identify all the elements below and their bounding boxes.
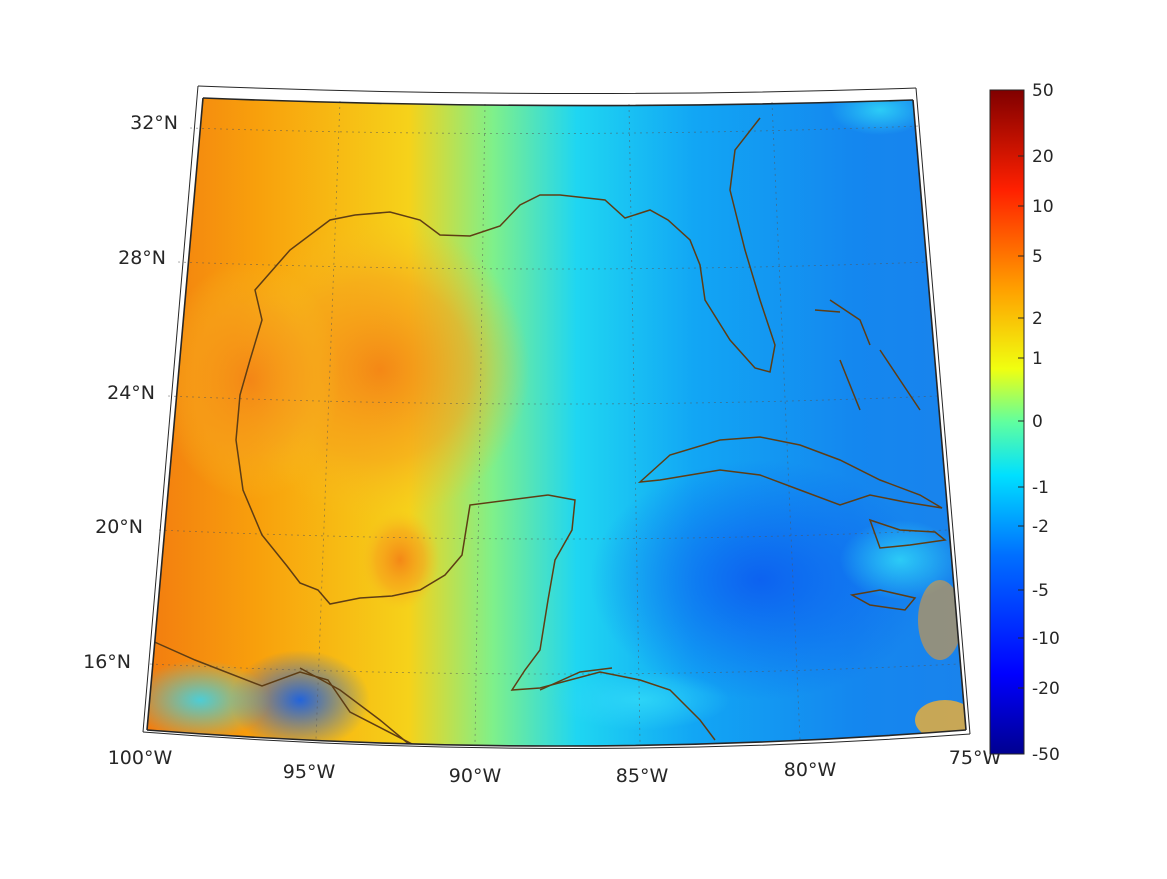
lat-label: 24°N — [107, 382, 155, 404]
cuba-coast — [637, 436, 943, 509]
pacific-coast — [299, 667, 411, 746]
lon-label: 90°W — [449, 765, 502, 787]
colorbar-tick-label: 0 — [1032, 412, 1043, 432]
colorbar-tick-label: -20 — [1032, 679, 1060, 699]
mexico-gulf-coast — [235, 117, 776, 605]
lon-label: 80°W — [784, 759, 837, 781]
field-layer — [147, 98, 966, 746]
colorbar-tick-label: -5 — [1032, 581, 1049, 601]
lon-label: 100°W — [108, 747, 173, 769]
colorbar-tick-label: -2 — [1032, 517, 1049, 537]
colorbar-tick-label: -50 — [1032, 745, 1060, 765]
hispaniola-coast — [868, 518, 947, 549]
coastlines — [149, 117, 947, 746]
lon-label: 85°W — [616, 765, 669, 787]
bahamas — [814, 299, 921, 411]
colorbar-tick-label: 2 — [1032, 309, 1043, 329]
gulf-coast-west — [149, 639, 417, 746]
colorbar-tick-label: -1 — [1032, 478, 1049, 498]
colorbar-tick-label: -10 — [1032, 629, 1060, 649]
colorbar-tick-label: 10 — [1032, 197, 1054, 217]
jamaica-coast — [849, 589, 917, 611]
lon-label: 95°W — [283, 761, 336, 783]
colorbar-tick-label: 5 — [1032, 247, 1043, 267]
lat-label: 28°N — [118, 247, 166, 269]
colorbar-gradient — [989, 89, 1025, 755]
graticule — [149, 100, 959, 744]
lat-label: 16°N — [83, 651, 131, 673]
lat-labels: 32°N 28°N 24°N 20°N 16°N — [83, 112, 178, 673]
yucatan-coast — [510, 494, 716, 741]
lat-label: 32°N — [130, 112, 178, 134]
map-frame — [142, 85, 971, 750]
lon-label: 75°W — [949, 747, 1002, 769]
colorbar-tick-label: 20 — [1032, 147, 1054, 167]
lon-labels: 100°W 95°W 90°W 85°W 80°W 75°W — [108, 747, 1002, 787]
colorbar-tick-label: 1 — [1032, 349, 1043, 369]
honduras-coast — [539, 667, 613, 691]
colorbar-tick-label: 50 — [1032, 81, 1054, 101]
lat-label: 20°N — [95, 516, 143, 538]
